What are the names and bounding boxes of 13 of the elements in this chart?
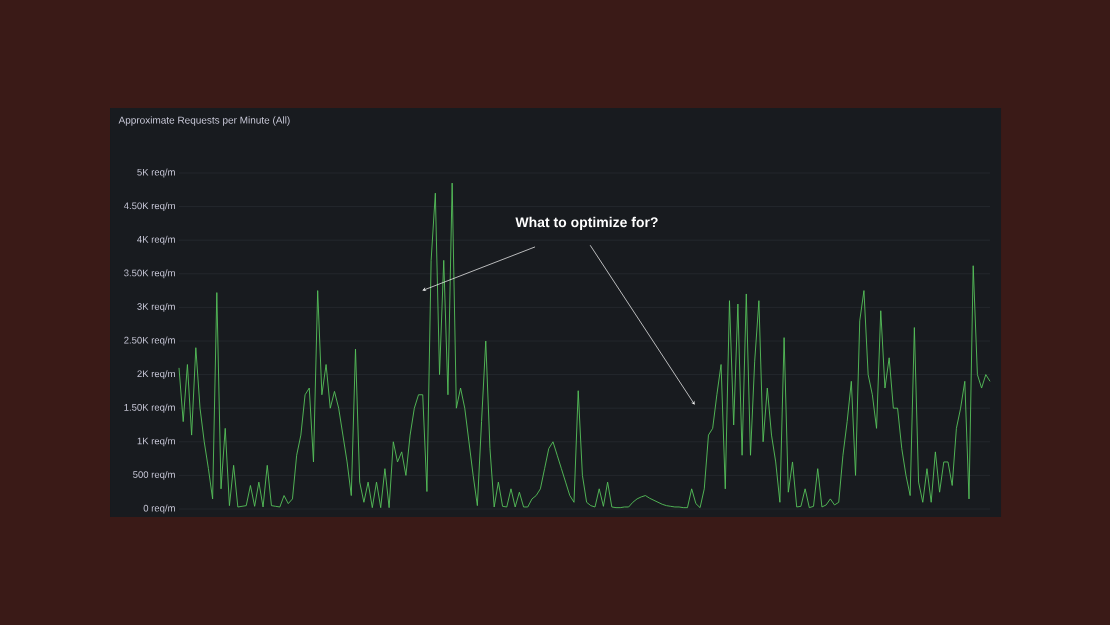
y-tick-label: 4.50K req/m — [123, 202, 175, 212]
y-tick-label: 5K req/m — [137, 168, 175, 178]
y-tick-label: 1K req/m — [137, 437, 175, 447]
y-tick-label: 1.50K req/m — [124, 403, 175, 413]
y-tick-label: 3K req/m — [137, 302, 175, 312]
y-tick-label: 2.50K req/m — [124, 336, 175, 346]
y-tick-label: 2K req/m — [137, 370, 175, 380]
chart-title: Approximate Requests per Minute (All) — [118, 116, 290, 126]
annotation: What to optimize for? — [515, 216, 658, 230]
y-tick-label: 3.50K req/m — [124, 269, 175, 279]
y-tick-label: 500 req/m — [133, 470, 175, 480]
y-tick-label: 4K req/m — [137, 235, 175, 245]
y-tick-label: 0 req/m — [143, 504, 175, 514]
